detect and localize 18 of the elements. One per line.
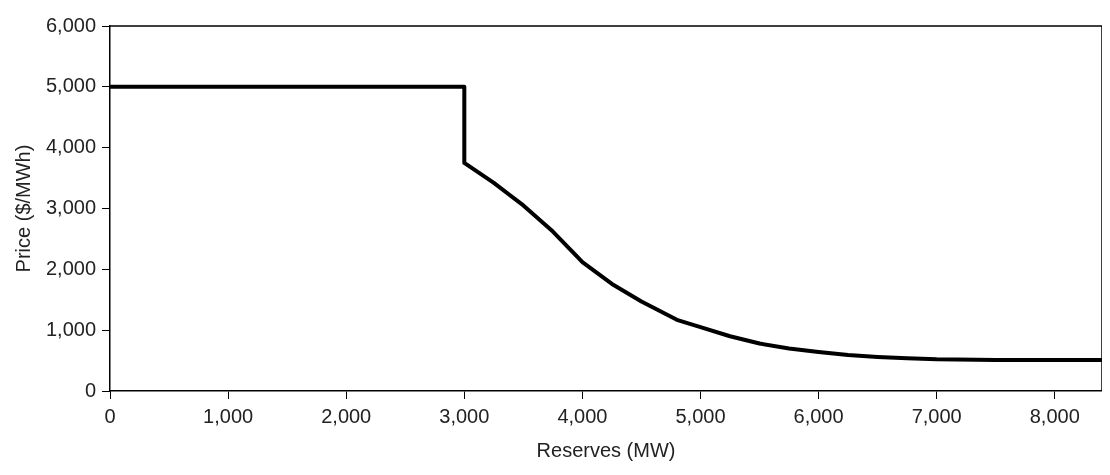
y-tick-label: 5,000 (45, 74, 97, 97)
y-axis-title: Price ($/MWh) (11, 144, 34, 273)
x-tick-label: 1,000 (203, 404, 254, 427)
x-tick-label: 8,000 (1029, 404, 1080, 427)
y-tick-label: 3,000 (45, 196, 97, 219)
y-tick-label: 4,000 (45, 135, 97, 158)
x-tick-label: 2,000 (321, 404, 372, 427)
x-tick-label: 3,000 (439, 404, 490, 427)
x-tick-label: 7,000 (911, 404, 962, 427)
y-tick-label: 2,000 (45, 256, 97, 279)
x-tick-label: 5,000 (675, 404, 726, 427)
y-tick-label: 6,000 (45, 13, 97, 36)
y-tick-label: 0 (84, 378, 97, 401)
x-axis-title: Reserves (MW) (536, 438, 676, 461)
y-tick-label: 1,000 (45, 317, 97, 340)
x-tick-label: 6,000 (793, 404, 844, 427)
x-tick-label: 4,000 (557, 404, 608, 427)
x-tick-label: 0 (104, 404, 116, 427)
